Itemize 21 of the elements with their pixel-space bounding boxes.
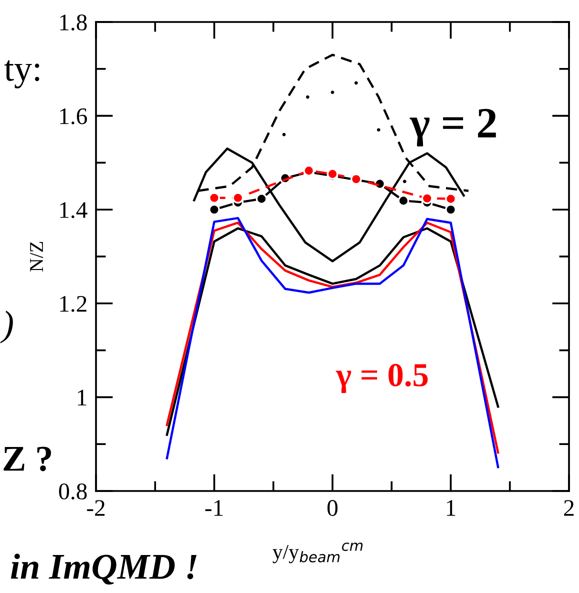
x-tick-label: 1 — [446, 500, 456, 516]
x-tick-label: -2 — [87, 500, 105, 516]
x-axis-title: y/y$_{beam}$$^{cm}$ — [272, 542, 363, 564]
annotation: γ = 2 — [410, 108, 496, 147]
y-tick-label: 1 — [78, 390, 86, 406]
y-axis-title: N/Z — [30, 242, 44, 272]
text: ) — [0, 310, 13, 344]
x-tick-label: 2 — [564, 500, 574, 516]
y-tick-label: 1.6 — [60, 108, 87, 124]
text: ty: — [4, 60, 40, 88]
text: in ImQMD ! — [10, 554, 197, 585]
x-tick-label: -1 — [205, 500, 223, 516]
text: Z ? — [4, 446, 52, 472]
y-tick-label: 0.8 — [59, 483, 87, 500]
y-tick-label: 1.8 — [60, 14, 87, 31]
y-tick-label: 1.4 — [60, 202, 88, 218]
point — [421, 192, 433, 204]
annotation: γ = 0.5 — [336, 364, 428, 394]
point — [232, 192, 244, 204]
y-tick-label: 1.2 — [60, 296, 86, 312]
x-tick-label: 0 — [327, 500, 338, 516]
